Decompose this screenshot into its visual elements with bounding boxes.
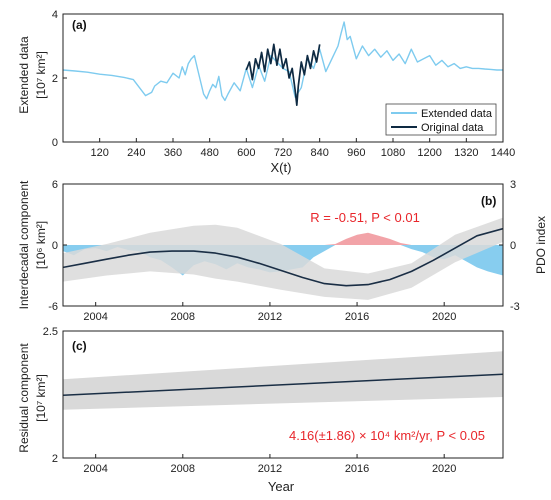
original-data-line	[245, 43, 321, 107]
panel-b-plot-area	[62, 183, 504, 307]
y2-tick-label: 0	[510, 240, 516, 252]
x-tick-label: 1080	[381, 147, 405, 159]
x-tick-label: 2012	[258, 463, 282, 475]
panel-c-x-axis-label: Year	[268, 479, 295, 494]
y-tick-label: 6	[52, 179, 58, 191]
x-tick-label: 240	[127, 147, 145, 159]
y-tick-label: -6	[48, 301, 58, 313]
pdo-positive-area	[63, 232, 503, 245]
x-tick-label: 2020	[432, 463, 456, 475]
interdecadal-confidence-band	[63, 217, 503, 300]
panel-b-x-ticks: 2004 2008 2012 2016 2020	[83, 302, 456, 323]
y-tick-label: 2	[52, 73, 58, 85]
panel-c: (c) 4.16(±1.86) × 10⁴ km²/yr, P < 0.05 2…	[17, 326, 504, 494]
panel-a-y-axis-unit: [10⁷ km²]	[34, 51, 48, 99]
x-tick-label: 960	[347, 147, 365, 159]
y2-tick-label: -3	[510, 301, 520, 313]
panel-b-label: (b)	[481, 194, 496, 208]
panel-b-clipped-content	[63, 217, 503, 300]
panel-a-x-ticks: 120 240 360 480 600 720 840 960 1080 1200 1320 1440	[90, 138, 515, 159]
x-tick-label: 600	[237, 147, 255, 159]
x-tick-label: 720	[274, 147, 292, 159]
legend-label-extended: Extended data	[421, 108, 493, 120]
panel-b-y-axis-unit: [10⁶ km²]	[34, 221, 48, 269]
panel-a-x-axis-label: X(t)	[271, 160, 292, 175]
x-tick-label: 2020	[432, 311, 456, 323]
panel-a-y-ticks: 0 2 4	[52, 9, 67, 149]
interdecadal-component-line	[63, 227, 503, 287]
x-tick-label: 2004	[83, 463, 107, 475]
x-tick-label: 120	[90, 147, 108, 159]
panel-c-frame	[62, 330, 504, 459]
x-tick-label: 2012	[258, 311, 282, 323]
panel-b-y2-ticks: -3 0 3	[499, 179, 520, 313]
x-tick-label: 360	[164, 147, 182, 159]
y-tick-label: 2.5	[43, 326, 58, 338]
x-tick-label: 2016	[345, 463, 369, 475]
legend-box	[385, 103, 497, 136]
y2-tick-label: 3	[510, 179, 516, 191]
panel-a: (a) 120 240 360 480 600 720 840 960 1080 1200 1320…	[17, 9, 515, 175]
extended-data-line	[62, 21, 503, 102]
y-tick-label: 0	[52, 137, 58, 149]
panel-b-correlation-annotation: R = -0.51, P < 0.01	[310, 210, 420, 225]
panel-c-trend-annotation: 4.16(±1.86) × 10⁴ km²/yr, P < 0.05	[289, 428, 485, 443]
panel-c-label: (c)	[72, 339, 87, 353]
x-tick-label: 840	[310, 147, 328, 159]
panel-a-label: (a)	[72, 18, 87, 32]
legend-label-original: Original data	[421, 122, 484, 134]
panel-c-y-axis-unit: [10⁷ km²]	[34, 374, 48, 422]
panel-b-y2-axis-label: PDO index	[534, 216, 548, 274]
y-tick-label: 2	[52, 453, 58, 465]
x-tick-label: 2004	[83, 311, 107, 323]
x-tick-label: 2016	[345, 311, 369, 323]
x-tick-label: 2008	[171, 311, 195, 323]
panel-c-plot-area	[62, 330, 504, 459]
panel-a-legend: Extended data Original data	[385, 103, 497, 136]
y-tick-label: 0	[52, 240, 58, 252]
x-tick-label: 1320	[454, 147, 478, 159]
x-tick-label: 1200	[417, 147, 441, 159]
y-tick-label: 4	[52, 9, 58, 21]
residual-trend-line	[62, 373, 504, 397]
x-tick-label: 1440	[491, 147, 515, 159]
x-tick-label: 480	[200, 147, 218, 159]
panel-c-x-ticks: 2004 2008 2012 2016 2020	[83, 454, 456, 475]
panel-b-y-ticks: -6 0 6	[48, 179, 67, 313]
panel-b: (b) R = -0.51, P < 0.01 2004 2008 2012 2016…	[17, 179, 548, 323]
x-tick-label: 2008	[171, 463, 195, 475]
panel-a-y-axis-label: Extended data	[17, 36, 31, 114]
residual-confidence-band	[63, 351, 503, 410]
panel-c-y-ticks: 22.5	[43, 326, 67, 465]
panel-b-y-axis-label: Interdecadal component	[17, 180, 31, 309]
panel-c-y-axis-label: Residual component	[17, 343, 31, 453]
